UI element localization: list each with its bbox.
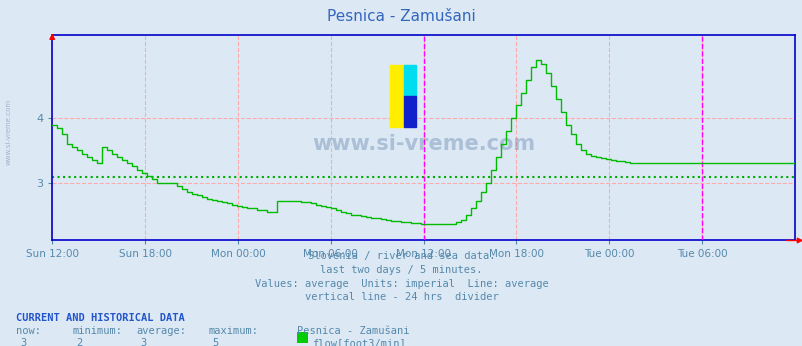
Text: vertical line - 24 hrs  divider: vertical line - 24 hrs divider bbox=[304, 292, 498, 302]
Text: last two days / 5 minutes.: last two days / 5 minutes. bbox=[320, 265, 482, 275]
Bar bbox=[404, 96, 415, 127]
Text: 3: 3 bbox=[140, 338, 147, 346]
Text: 3: 3 bbox=[20, 338, 26, 346]
Text: average:: average: bbox=[136, 326, 186, 336]
Text: CURRENT AND HISTORICAL DATA: CURRENT AND HISTORICAL DATA bbox=[16, 313, 184, 323]
Text: Pesnica - Zamušani: Pesnica - Zamušani bbox=[326, 9, 476, 24]
Text: www.si-vreme.com: www.si-vreme.com bbox=[312, 134, 534, 154]
Text: now:: now: bbox=[16, 326, 41, 336]
Text: Pesnica - Zamušani: Pesnica - Zamušani bbox=[297, 326, 409, 336]
Bar bbox=[404, 65, 415, 96]
Text: minimum:: minimum: bbox=[72, 326, 122, 336]
Text: 2: 2 bbox=[76, 338, 83, 346]
Text: Values: average  Units: imperial  Line: average: Values: average Units: imperial Line: av… bbox=[254, 279, 548, 289]
Text: 5: 5 bbox=[213, 338, 219, 346]
Text: flow[foot3/min]: flow[foot3/min] bbox=[311, 338, 405, 346]
Text: Slovenia / river and sea data.: Slovenia / river and sea data. bbox=[307, 251, 495, 261]
Text: maximum:: maximum: bbox=[209, 326, 258, 336]
Bar bbox=[390, 65, 404, 127]
Text: www.si-vreme.com: www.si-vreme.com bbox=[6, 98, 11, 165]
